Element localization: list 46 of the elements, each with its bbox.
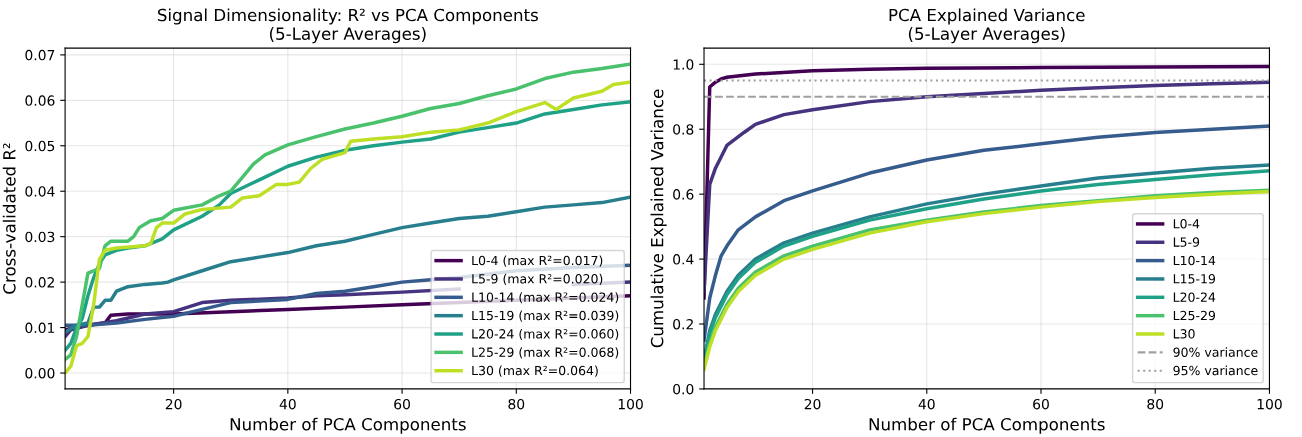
x-axis-title: Number of PCA Components <box>869 417 1105 434</box>
y-tick-label: 0.4 <box>673 254 694 265</box>
legend-label: L5-9 (max R²=0.020) <box>472 273 603 285</box>
y-tick-label: 0.2 <box>673 318 693 330</box>
y-tick-label: 0.8 <box>673 124 694 135</box>
legend-label: L0-4 <box>1173 219 1200 229</box>
x-tick-label: 80 <box>508 398 525 410</box>
x-tick-label: 100 <box>618 398 643 410</box>
chart-title: PCA Explained Variance (5-Layer Averages) <box>889 8 1085 44</box>
x-tick-label: 60 <box>394 398 410 410</box>
x-tick-label: 40 <box>279 398 296 410</box>
legend-label: L0-4 (max R²=0.017) <box>472 255 603 267</box>
legend-label: L10-14 <box>1173 255 1216 266</box>
legend-label: 95% variance <box>1173 365 1258 376</box>
y-tick-label: 0.01 <box>25 322 55 334</box>
x-tick-label: 100 <box>1257 398 1282 410</box>
chart-title: Signal Dimensionality: R² vs PCA Components (5-Layer Averages) <box>157 8 538 44</box>
legend-label: L15-19 (max R²=0.039) <box>472 310 619 322</box>
legend-label: L5-9 <box>1173 237 1200 247</box>
legend-label: L25-29 (max R²=0.068) <box>472 347 619 359</box>
y-tick-label: 0.04 <box>25 186 55 197</box>
y-tick-label: 0.06 <box>25 95 55 106</box>
y-tick-label: 0.0 <box>673 383 694 395</box>
y-axis-title: Cross-validated R² <box>2 143 16 294</box>
legend-label: 90% variance <box>1173 347 1258 357</box>
legend-label: L30 <box>1173 329 1195 339</box>
y-tick-label: 0.6 <box>673 189 694 200</box>
x-tick-label: 20 <box>165 398 182 410</box>
y-tick-label: 1.0 <box>673 59 694 70</box>
legend-label: L20-24 (max R²=0.060) <box>472 328 619 341</box>
y-tick-label: 0.00 <box>25 367 55 379</box>
y-tick-label: 0.02 <box>25 277 54 288</box>
x-axis-title: Number of PCA Components <box>230 417 466 434</box>
legend-label: L20-24 <box>1173 292 1216 302</box>
x-tick-label: 20 <box>804 398 821 410</box>
y-tick-label: 0.03 <box>25 231 55 243</box>
x-tick-label: 60 <box>1033 398 1049 410</box>
legend-label: L25-29 <box>1173 310 1216 321</box>
legend-label: L30 (max R²=0.064) <box>472 365 598 377</box>
y-tick-label: 0.07 <box>25 49 55 61</box>
y-tick-label: 0.05 <box>25 140 55 152</box>
legend-label: L15-19 <box>1173 274 1216 284</box>
x-tick-label: 80 <box>1147 398 1164 410</box>
legend-label: L10-14 (max R²=0.024) <box>472 292 619 304</box>
y-axis-title: Cumulative Explained Variance <box>650 89 667 348</box>
x-tick-label: 40 <box>918 398 935 410</box>
